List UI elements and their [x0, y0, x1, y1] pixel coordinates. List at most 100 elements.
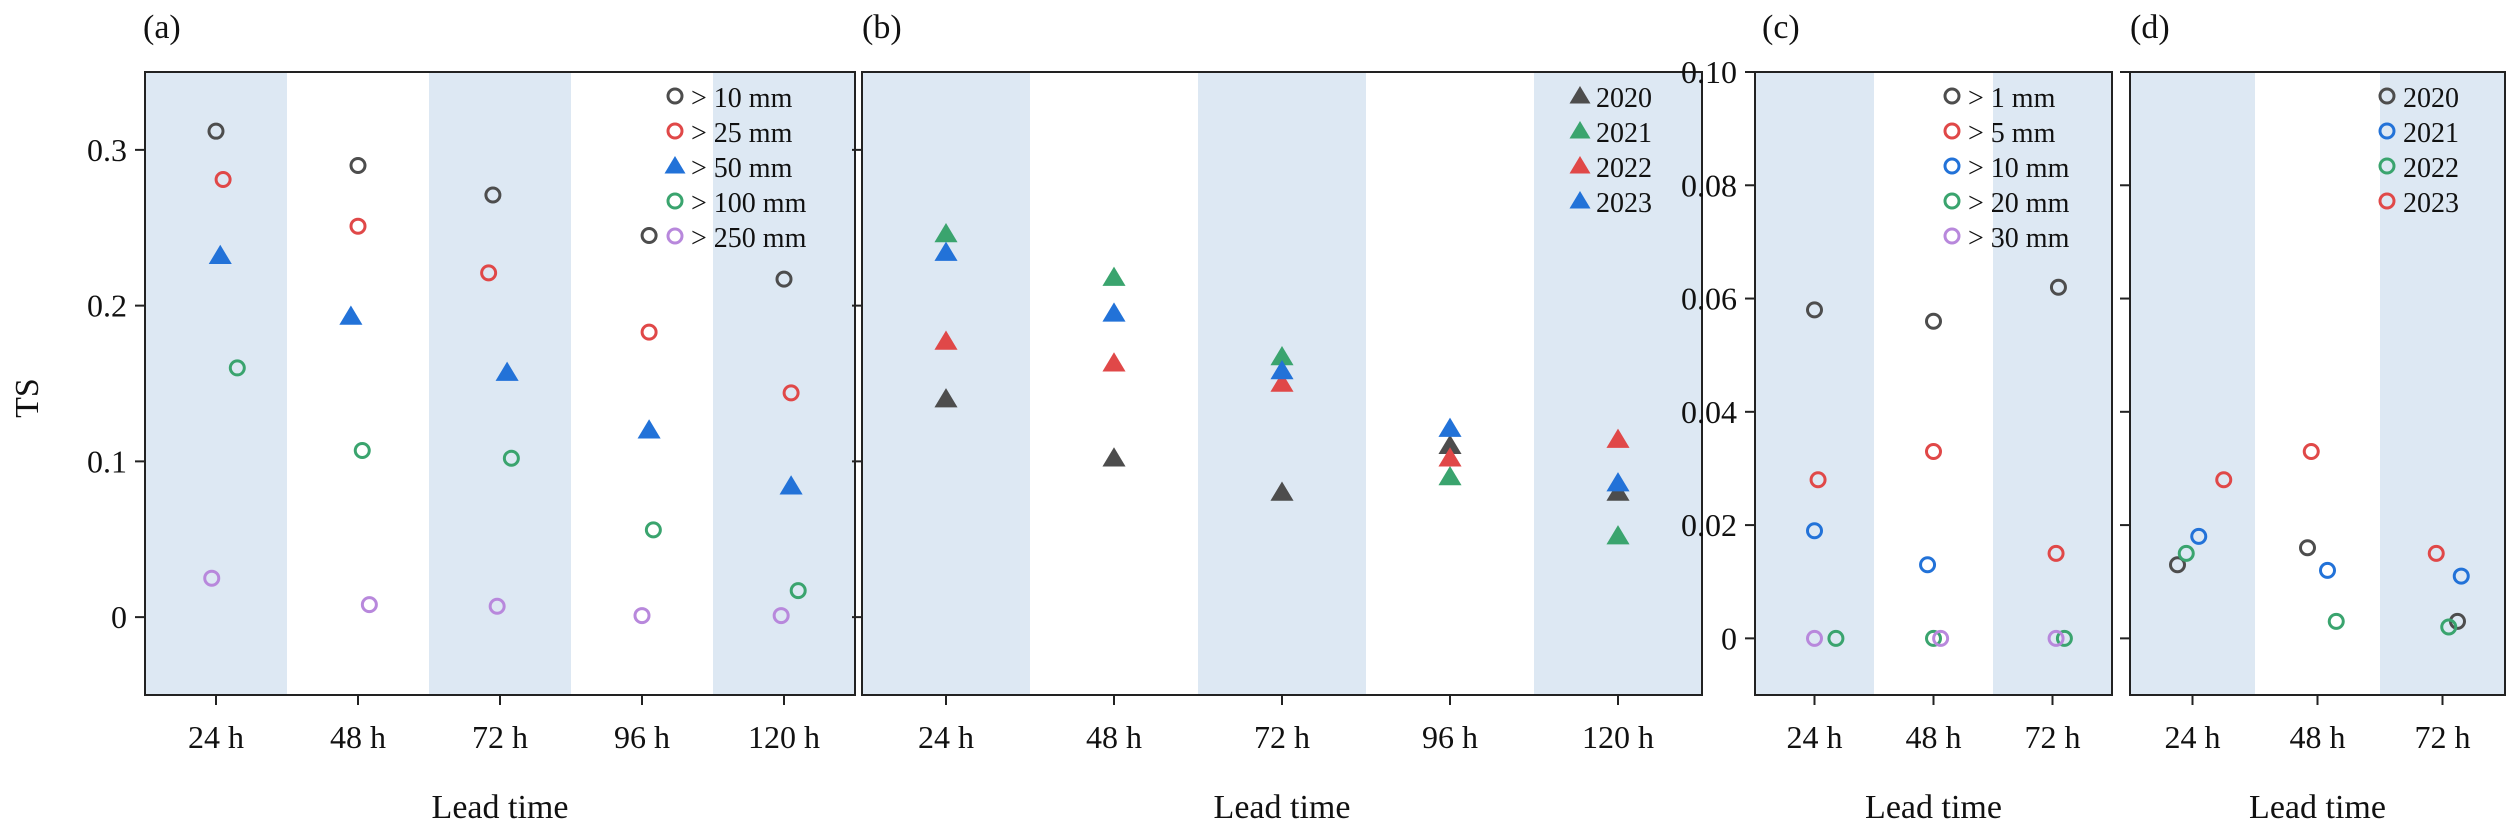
- x-axis-title: Lead time: [432, 789, 569, 826]
- data-point-2021: [1438, 465, 1462, 486]
- legend-label: 2020: [1596, 83, 1652, 114]
- data-point-2022: [2327, 612, 2345, 630]
- data-point-10mm: [1806, 522, 1823, 540]
- legend-marker: [666, 122, 684, 140]
- data-point-2023: [2215, 471, 2233, 489]
- legend-label: 2022: [2403, 153, 2459, 184]
- y-tick-label: 0.10: [1681, 54, 1737, 90]
- data-point-100mm: [228, 359, 246, 377]
- data-point-2021: [1606, 525, 1630, 545]
- y-tick-label: 0.04: [1681, 394, 1737, 430]
- y-tick-label: 0.06: [1681, 281, 1737, 317]
- legend-label: > 20 mm: [1968, 188, 2070, 219]
- data-point-2022: [1102, 352, 1126, 372]
- data-point-30mm: [1806, 629, 1823, 647]
- data-point-50mm: [637, 419, 661, 439]
- data-point-2020: [1270, 481, 1294, 501]
- x-tick-label: 72 h: [2415, 719, 2471, 755]
- legend-label: > 50 mm: [691, 153, 793, 184]
- data-point-10mm: [775, 270, 793, 288]
- background-band: [862, 72, 1030, 695]
- panel-d: 24 h 48 h 72 h Lead time (d) 2020 2021 2022 2023: [2120, 9, 2506, 826]
- background-band: [1993, 72, 2112, 695]
- data-point-2020: [934, 388, 958, 408]
- x-tick-label: 72 h: [1254, 719, 1310, 755]
- legend-label: 2020: [2403, 83, 2459, 114]
- x-tick-label: 120 h: [1582, 719, 1654, 755]
- background-band: [1534, 72, 1702, 695]
- data-point-10mm: [349, 156, 367, 174]
- x-tick-label: 48 h: [330, 719, 386, 755]
- data-point-2022: [2440, 618, 2458, 636]
- data-point-20mm: [1827, 629, 1845, 647]
- data-point-2023: [2427, 544, 2445, 562]
- panel-a: 0 0.1 0.2 0.3 24 h 48 h 72 h 96 h 120 h Lead time…: [87, 9, 856, 826]
- legend-label: > 10 mm: [1968, 153, 2070, 184]
- data-point-2023: [1102, 302, 1126, 322]
- legend-label: 2021: [1596, 118, 1652, 149]
- x-tick-label: 24 h: [2165, 719, 2221, 755]
- y-tick-label: 0.3: [87, 132, 127, 168]
- legend-marker: [1943, 87, 1961, 105]
- data-point-10mm: [1919, 556, 1937, 574]
- legend-marker: [1943, 227, 1961, 245]
- y-axis-title: TS: [9, 378, 46, 418]
- data-point-10mm: [207, 122, 225, 140]
- data-point-2021: [1270, 346, 1294, 366]
- legend-label: > 25 mm: [691, 118, 793, 149]
- data-point-2020: [2299, 539, 2316, 557]
- x-tick-label: 48 h: [2290, 719, 2346, 755]
- data-point-5mm: [1925, 442, 1942, 460]
- x-axis-title: Lead time: [1214, 789, 1351, 826]
- legend-marker: [1569, 156, 1591, 174]
- legend-marker: [1943, 192, 1961, 210]
- data-point-2022: [934, 330, 958, 350]
- legend-label: > 250 mm: [691, 223, 807, 254]
- background-band: [145, 72, 287, 695]
- legend-marker: [2378, 192, 2396, 210]
- data-point-1mm: [2049, 278, 2067, 296]
- data-point-25mm: [782, 384, 800, 402]
- data-point-2023: [1606, 472, 1630, 492]
- legend-marker: [666, 192, 684, 210]
- panel-c: 0 0.02 0.04 0.06 0.08 0.10 24 h 48 h 72 h Lead ti…: [1681, 9, 2113, 826]
- data-point-20mm: [1925, 629, 1942, 647]
- data-point-1mm: [1925, 312, 1942, 330]
- panel-label: (c): [1762, 9, 1800, 46]
- data-point-1mm: [1806, 301, 1823, 319]
- x-tick-label: 96 h: [1422, 719, 1478, 755]
- background-band: [429, 72, 571, 695]
- data-point-30mm: [2047, 629, 2065, 647]
- x-tick-label: 120 h: [748, 719, 820, 755]
- x-tick-label: 72 h: [2025, 719, 2081, 755]
- legend-label: 2021: [2403, 118, 2459, 149]
- panel-label: (b): [862, 9, 902, 46]
- legend-marker: [1943, 122, 1961, 140]
- data-point-250mm: [633, 607, 651, 625]
- data-point-2022: [1606, 428, 1630, 448]
- data-point-50mm: [208, 244, 232, 265]
- background-band: [1755, 72, 1874, 695]
- panel-label: (a): [143, 9, 181, 46]
- background-band: [713, 72, 855, 695]
- data-point-100mm: [644, 521, 662, 539]
- y-tick-label: 0: [111, 599, 127, 635]
- legend-label: 2022: [1596, 153, 1652, 184]
- data-point-25mm: [349, 217, 367, 235]
- data-point-2020: [1438, 434, 1462, 455]
- background-band: [2380, 72, 2505, 695]
- legend-marker: [2378, 87, 2396, 105]
- data-point-10mm: [484, 186, 502, 204]
- x-tick-label: 48 h: [1086, 719, 1142, 755]
- background-band: [2130, 72, 2255, 695]
- data-point-25mm: [214, 170, 232, 188]
- legend-marker: [1569, 121, 1591, 139]
- data-point-25mm: [480, 264, 498, 282]
- x-axis-title: Lead time: [1865, 789, 2002, 826]
- y-tick-label: 0.02: [1681, 507, 1737, 543]
- data-point-5mm: [2047, 544, 2065, 562]
- data-point-2023: [2302, 442, 2320, 460]
- data-point-100mm: [789, 582, 807, 600]
- y-tick-label: 0.08: [1681, 167, 1737, 203]
- data-point-2022: [2177, 544, 2195, 562]
